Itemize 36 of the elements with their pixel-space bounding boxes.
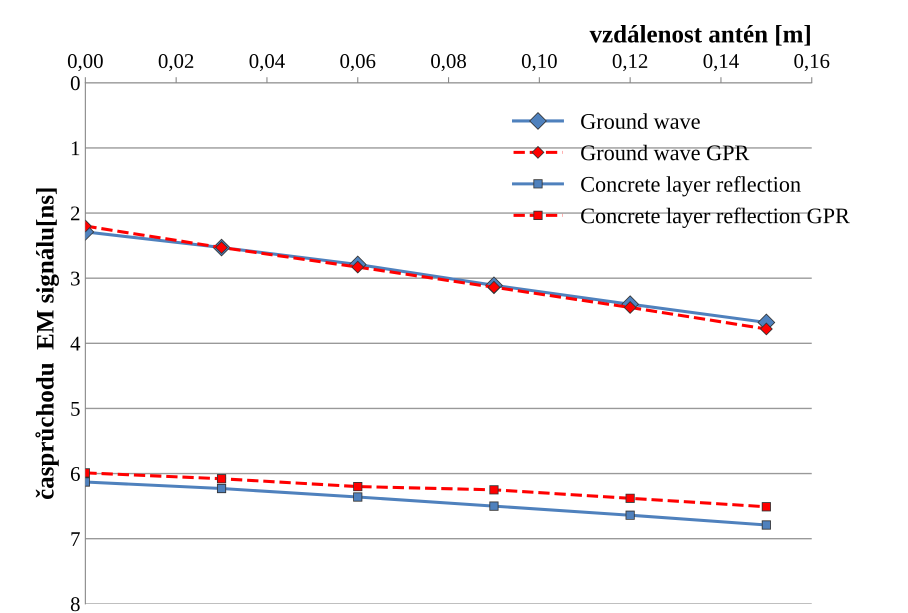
legend-label: Concrete layer reflection GPR xyxy=(581,208,850,228)
y-axis-title: časprůchodu EM signálu[ns] xyxy=(35,188,59,500)
point xyxy=(353,492,362,502)
x-tick-label: 0,16 xyxy=(794,54,830,72)
y-tick-label: 6 xyxy=(70,466,80,481)
point xyxy=(762,520,771,530)
x-tick-label: 0,10 xyxy=(522,54,557,72)
x-tick-label: 0,02 xyxy=(158,54,194,72)
point xyxy=(216,474,226,484)
point xyxy=(760,322,773,336)
y-tick-label: 4 xyxy=(70,336,80,351)
x-tick-label: 0,00 xyxy=(68,54,103,72)
y-tick-label: 8 xyxy=(70,597,80,612)
y-tick-label: 3 xyxy=(71,272,80,286)
legend-label: Ground wave GPR xyxy=(581,144,750,160)
legend-label: Ground wave xyxy=(581,113,700,129)
x-tick-label: 0,12 xyxy=(612,54,648,72)
point xyxy=(626,494,635,503)
x-tick-label: 0,04 xyxy=(250,54,285,72)
y-tick-label: 0 xyxy=(70,76,80,90)
point xyxy=(489,502,499,511)
point xyxy=(626,510,635,520)
x-axis-title: vzdálenost antén [m] xyxy=(590,24,810,46)
point xyxy=(762,502,771,512)
legend-label: Concrete layer reflection xyxy=(581,176,801,196)
point xyxy=(353,482,362,492)
point xyxy=(489,485,499,494)
x-tick-label: 0,14 xyxy=(704,54,739,72)
x-tick-label: 0,06 xyxy=(340,54,376,72)
y-tick-label: 5 xyxy=(71,402,80,416)
y-tick-label: 2 xyxy=(70,206,80,220)
y-tick-label: 7 xyxy=(71,532,80,546)
y-tick-label: 1 xyxy=(72,141,80,156)
point xyxy=(216,484,226,494)
x-tick-label: 0,08 xyxy=(431,54,466,72)
point xyxy=(624,301,636,314)
